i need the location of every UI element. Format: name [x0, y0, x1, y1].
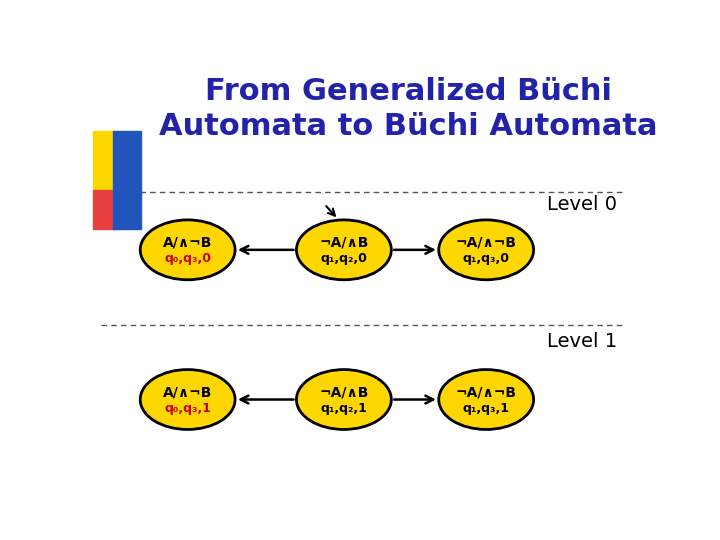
Ellipse shape — [438, 369, 534, 429]
Text: q₁,q₃,1: q₁,q₃,1 — [463, 402, 510, 415]
Text: A/∧¬B: A/∧¬B — [163, 385, 212, 399]
Ellipse shape — [140, 369, 235, 429]
Text: q₀,q₃,1: q₀,q₃,1 — [164, 402, 211, 415]
Text: ¬A/∧¬B: ¬A/∧¬B — [456, 235, 517, 249]
Bar — [93, 190, 116, 229]
Ellipse shape — [438, 220, 534, 280]
Text: q₁,q₂,0: q₁,q₂,0 — [320, 252, 367, 265]
Text: q₁,q₂,1: q₁,q₂,1 — [320, 402, 367, 415]
Text: ¬A/∧B: ¬A/∧B — [319, 385, 369, 399]
Text: ¬A/∧¬B: ¬A/∧¬B — [456, 385, 517, 399]
Bar — [114, 131, 141, 229]
Ellipse shape — [297, 220, 392, 280]
Bar — [93, 131, 116, 192]
Text: From Generalized Büchi
Automata to Büchi Automata: From Generalized Büchi Automata to Büchi… — [159, 77, 657, 141]
Text: A/∧¬B: A/∧¬B — [163, 235, 212, 249]
Text: Level 0: Level 0 — [547, 194, 617, 214]
Text: Level 1: Level 1 — [547, 332, 617, 351]
Text: q₁,q₃,0: q₁,q₃,0 — [463, 252, 510, 265]
Ellipse shape — [297, 369, 392, 429]
Text: q₀,q₃,0: q₀,q₃,0 — [164, 252, 211, 265]
Ellipse shape — [140, 220, 235, 280]
Text: ¬A/∧B: ¬A/∧B — [319, 235, 369, 249]
